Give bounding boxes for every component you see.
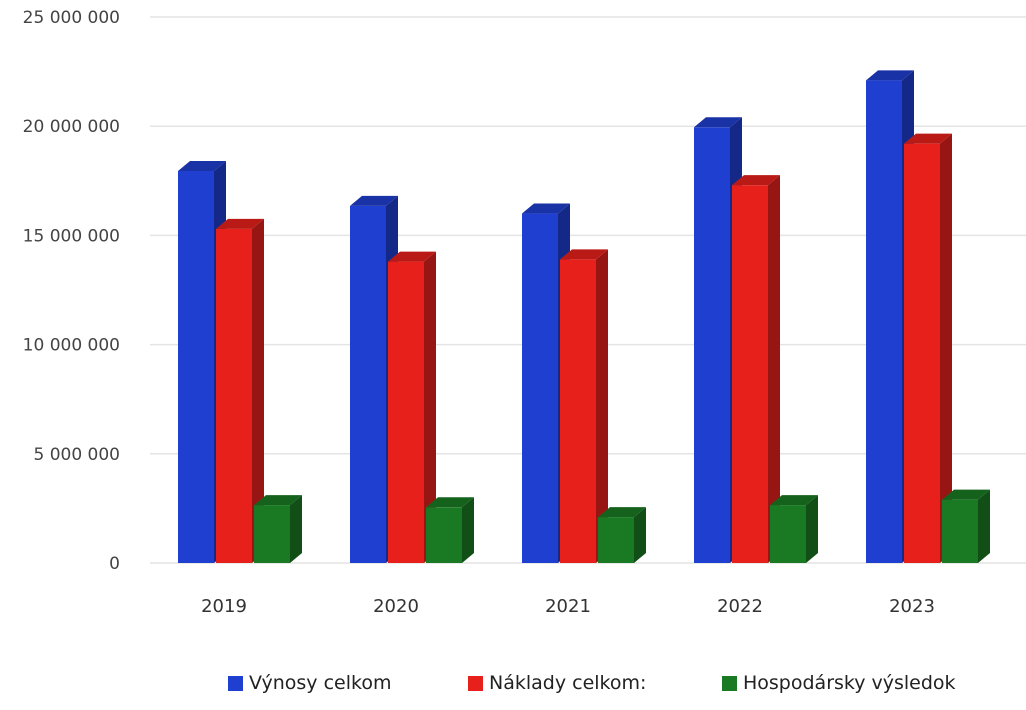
bar-top <box>522 203 570 214</box>
bar-top <box>178 160 226 171</box>
x-tick-label: 2023 <box>889 596 935 617</box>
bar-front <box>770 505 806 563</box>
bar-top <box>904 133 952 144</box>
bar-front <box>216 228 252 563</box>
bar-top <box>254 495 302 506</box>
bar-side <box>768 175 780 563</box>
bars <box>178 70 990 564</box>
bar-side <box>806 495 818 563</box>
legend-item-vynosy: Výnosy celkom <box>228 672 391 694</box>
x-axis-ticks: 2019 2020 2021 2022 2023 <box>201 596 935 617</box>
legend-label-vynosy: Výnosy celkom <box>249 672 392 694</box>
bar-front <box>904 143 940 563</box>
bar-top <box>732 175 780 186</box>
bar-front <box>866 80 902 563</box>
y-tick-label: 20 000 000 <box>23 117 120 137</box>
legend: Výnosy celkom Náklady celkom: Hospodársk… <box>0 672 1026 708</box>
legend-swatch-vynosy <box>228 675 243 691</box>
bar-side <box>940 133 952 563</box>
bar-top <box>942 489 990 500</box>
bar-front <box>254 505 290 563</box>
bar-top <box>350 195 398 206</box>
bar-top <box>216 218 264 229</box>
bar-side <box>424 251 436 563</box>
legend-swatch-hospodarsky-vysledok <box>722 675 737 691</box>
x-tick-label: 2019 <box>201 596 247 617</box>
y-tick-label: 0 <box>109 554 120 574</box>
y-tick-label: 5 000 000 <box>33 445 120 465</box>
legend-label-hospodarsky-vysledok: Hospodársky výsledok <box>743 672 956 694</box>
y-tick-label: 25 000 000 <box>23 8 120 28</box>
legend-label-naklady: Náklady celkom: <box>489 672 647 694</box>
bar <box>388 251 436 563</box>
bar-front <box>426 507 462 563</box>
bar-side <box>978 489 990 563</box>
legend-item-hospodarsky-vysledok: Hospodársky výsledok <box>722 672 956 694</box>
bar-front <box>522 213 558 563</box>
bar-front <box>350 205 386 563</box>
y-tick-label: 10 000 000 <box>23 336 120 356</box>
bar-front <box>560 259 596 563</box>
y-axis-ticks: 0 5 000 000 10 000 000 15 000 000 20 000 000… <box>23 8 120 574</box>
bar-top <box>388 251 436 262</box>
bar-top <box>694 117 742 128</box>
bar-top <box>426 497 474 508</box>
x-tick-label: 2021 <box>545 596 591 617</box>
bar <box>598 507 646 563</box>
bar <box>904 133 952 563</box>
bar-side <box>596 249 608 563</box>
bar-front <box>178 170 214 564</box>
y-tick-label: 15 000 000 <box>23 226 120 246</box>
bar-side <box>252 218 264 563</box>
bar-top <box>560 249 608 260</box>
bar <box>770 495 818 563</box>
bar <box>942 489 990 563</box>
bar <box>216 218 264 563</box>
bar-top <box>866 70 914 81</box>
bar <box>732 175 780 563</box>
bar-top <box>770 495 818 506</box>
bar <box>426 497 474 563</box>
bar-front <box>942 499 978 563</box>
legend-swatch-naklady <box>468 675 483 691</box>
bar-front <box>694 127 730 564</box>
x-tick-label: 2020 <box>373 596 419 617</box>
bar-side <box>290 495 302 563</box>
bar-side <box>462 497 474 563</box>
bar-front <box>388 261 424 563</box>
bar-top <box>598 507 646 518</box>
bar-side <box>634 507 646 563</box>
bar-front <box>598 517 634 563</box>
bar-chart: 0 5 000 000 10 000 000 15 000 000 20 000 000… <box>23 8 1026 617</box>
legend-item-naklady: Náklady celkom: <box>468 672 646 694</box>
bar <box>560 249 608 563</box>
x-tick-label: 2022 <box>717 596 763 617</box>
bar-front <box>732 185 768 563</box>
bar <box>254 495 302 563</box>
